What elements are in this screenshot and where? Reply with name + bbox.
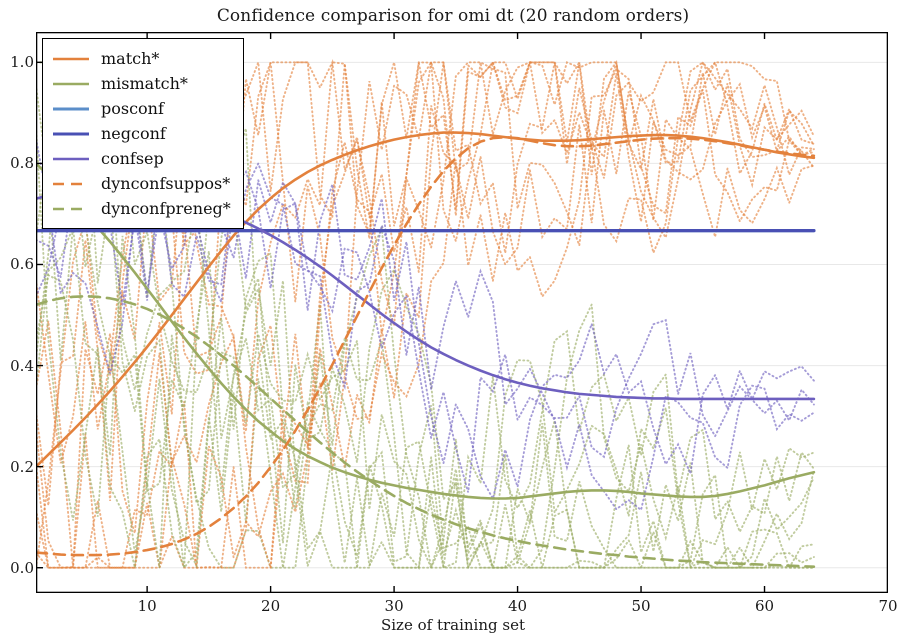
x-tick-label: 20 [261,597,281,615]
legend-swatch-solid-line-icon [53,57,89,60]
legend-swatch-solid-line-icon [53,157,89,160]
y-axis-tick-labels: 0.0 0.2 0.4 0.6 0.8 1.0 [0,0,34,644]
legend-swatch-solid-line-icon [53,132,89,135]
legend-label: dynconfpreneg* [101,199,231,218]
legend-label: mismatch* [101,74,188,93]
x-axis-label: Size of training set [380,616,525,634]
series-lines [36,131,816,569]
per-order-trace [36,126,815,570]
y-tick-label: 0.6 [10,255,34,274]
per-order-trace [36,59,815,569]
legend-label: match* [101,49,160,68]
plot-area [36,32,888,593]
legend-label: negconf [101,124,166,143]
series-line-match [36,131,816,468]
legend-item-confsep[interactable]: confsep [51,146,231,171]
chart-title: Confidence comparison for omi dt (20 ran… [216,6,690,26]
x-tick-label: 60 [754,597,775,615]
legend-item-mismatch[interactable]: mismatch* [51,71,231,96]
legend-item-dynconfsuppos[interactable]: dynconfsuppos* [51,171,231,196]
per-order-trace [36,58,815,506]
legend-swatch-dashed-line-icon [53,182,89,185]
per-order-trace [36,137,815,493]
y-tick-label: 0.0 [10,558,34,577]
plot-border [36,32,888,593]
legend-label: dynconfsuppos* [101,174,231,193]
y-tick-label: 0.8 [10,154,34,173]
per-order-trace [36,60,815,569]
legend-item-posconf[interactable]: posconf [51,96,231,121]
legend-item-negconf[interactable]: negconf [51,121,231,146]
series-line-dynconfpreneg [36,295,816,569]
legend-swatch-solid-line-icon [53,107,89,110]
per-order-traces [36,58,815,571]
legend-label: confsep [101,149,164,168]
legend-swatch-solid-line-icon [53,82,89,85]
legend[interactable]: match* mismatch* posconf negconf confsep dync… [42,38,244,229]
per-order-trace [36,103,815,512]
legend-label: posconf [101,99,164,118]
y-tick-label: 0.2 [10,457,34,476]
x-tick-label: 30 [384,597,404,615]
x-tick-label: 50 [631,597,651,615]
legend-item-dynconfpreneg[interactable]: dynconfpreneg* [51,196,231,221]
per-order-trace [36,107,815,569]
per-order-trace [36,67,815,569]
per-order-trace [36,205,815,571]
legend-item-match[interactable]: match* [51,46,231,71]
legend-swatch-dashed-line-icon [53,207,89,210]
x-tick-label: 70 [878,597,898,615]
y-tick-label: 0.4 [10,356,34,375]
x-tick-label: 10 [137,597,157,615]
series-line-dynconfsuppos [36,135,816,557]
y-tick-label: 1.0 [10,53,34,72]
series-line-mismatch [36,162,816,500]
axes-frame [36,32,888,593]
x-tick-label: 40 [508,597,528,615]
plot-svg [36,32,888,593]
